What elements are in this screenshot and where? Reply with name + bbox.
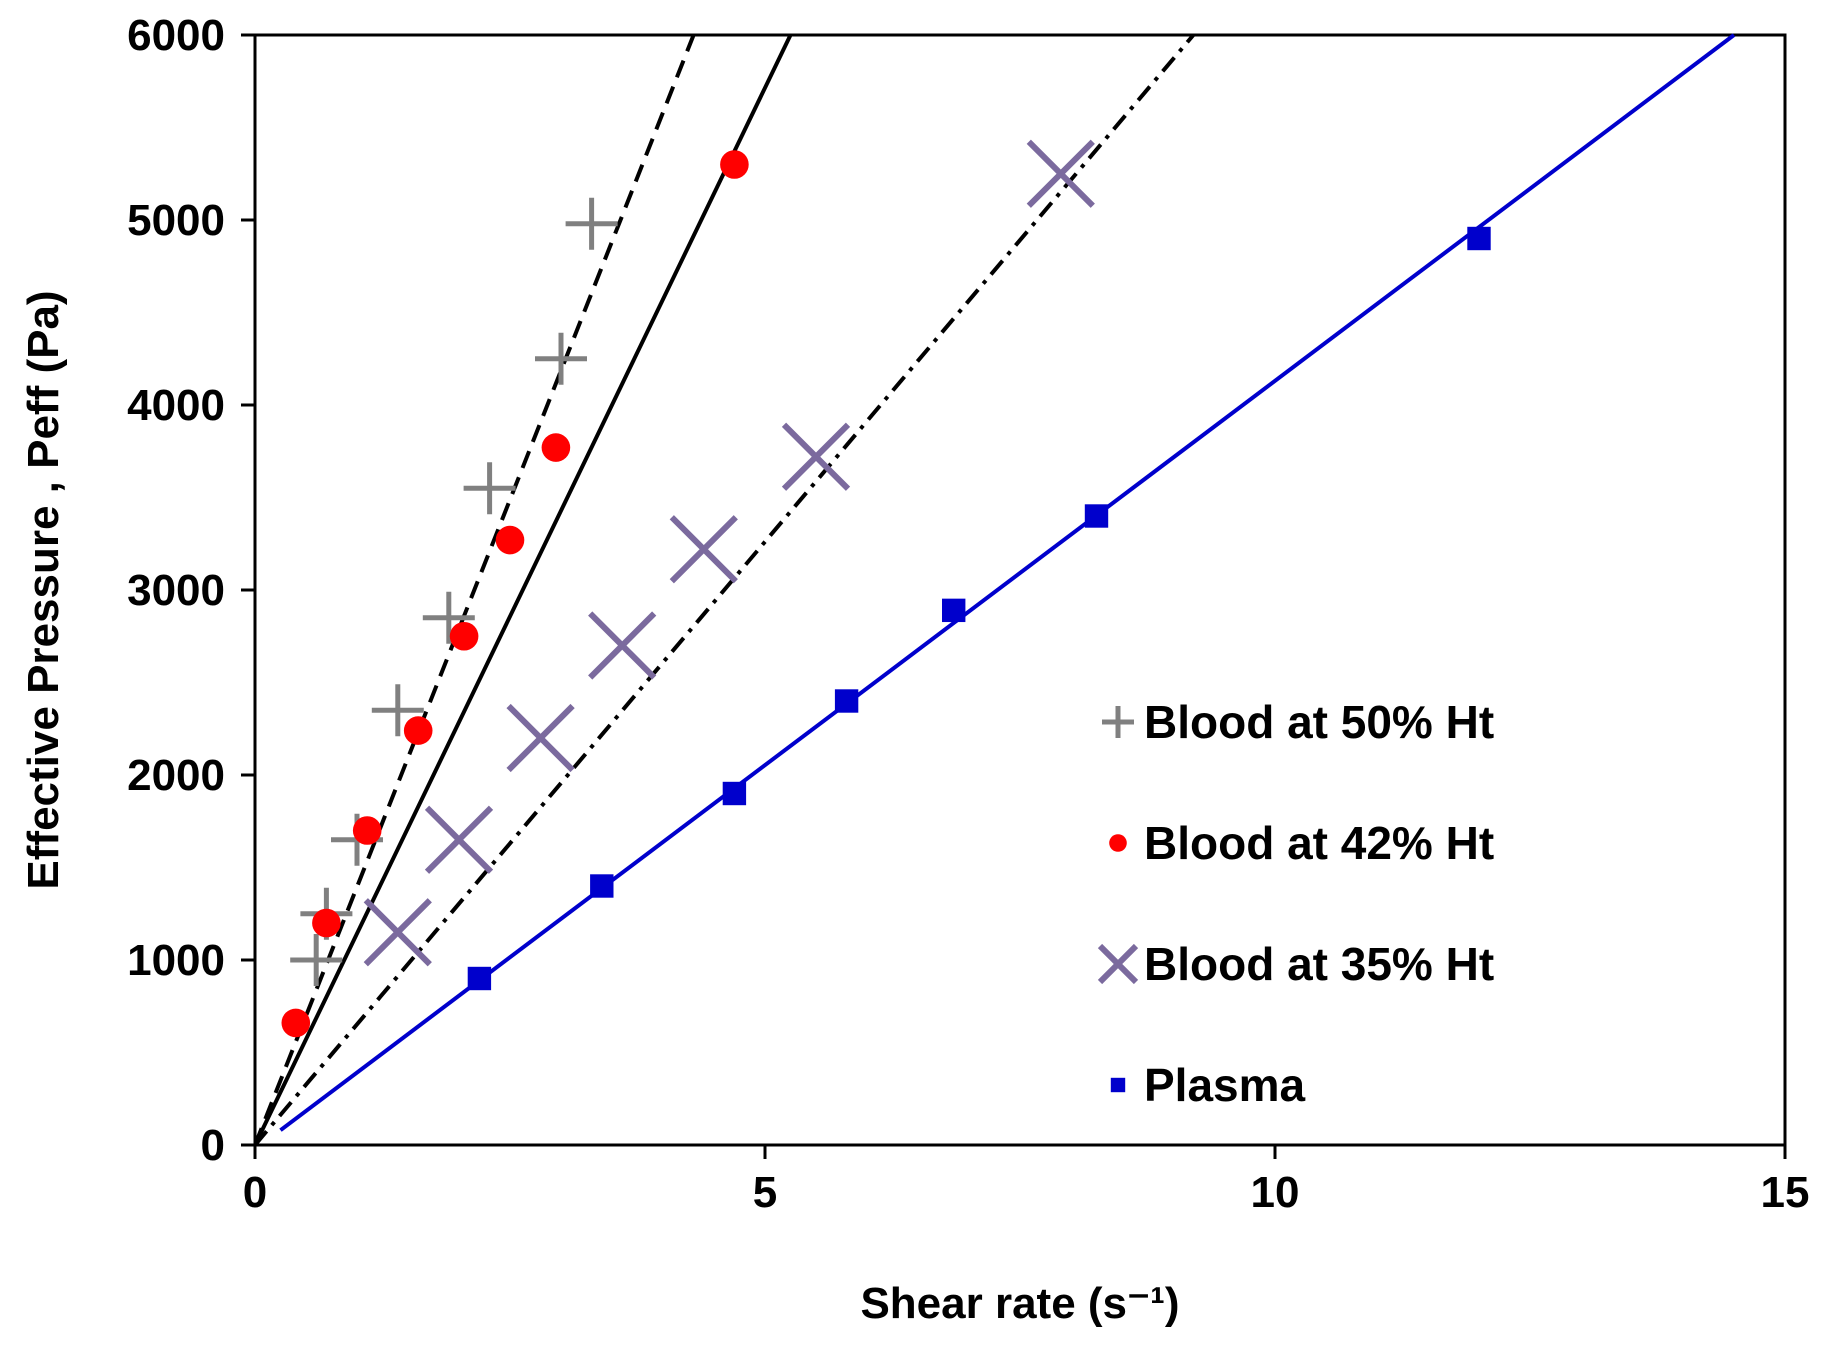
y-tick-label: 0 (201, 1121, 225, 1170)
data-point (781, 422, 851, 491)
circle-marker (449, 621, 479, 651)
legend-label: Plasma (1144, 1059, 1306, 1111)
data-point (467, 966, 492, 991)
x-marker-b (588, 611, 657, 680)
data-point (312, 908, 341, 938)
circle-marker (495, 525, 525, 555)
y-tick-label: 5000 (127, 196, 225, 245)
legend-item: Blood at 35% Ht (1097, 938, 1494, 990)
data-point (834, 689, 859, 713)
square-marker (942, 598, 966, 623)
square-marker (1084, 504, 1109, 528)
data-point (495, 525, 525, 555)
x-marker-b (1097, 943, 1139, 985)
data-point (565, 197, 618, 250)
circle-marker (312, 908, 341, 938)
legend: Blood at 50% Ht Blood at 42% Ht Blood at 3… (1097, 696, 1494, 1111)
y-axis-title: Effective Pressure , Peff (Pa) (19, 290, 68, 889)
y-tick-label: 3000 (127, 566, 225, 615)
data-point (352, 816, 382, 845)
data-point (449, 621, 479, 651)
square-marker (590, 874, 614, 898)
circle-marker (720, 150, 749, 179)
data-point (1026, 139, 1095, 208)
data-point (535, 332, 587, 385)
data-point (942, 598, 966, 623)
data-point (722, 781, 747, 806)
data-point (588, 611, 657, 680)
plot-area (253, 33, 1787, 1147)
series-circle (281, 150, 749, 1038)
x-marker-b (669, 515, 738, 584)
x-tick-label: 10 (1251, 1168, 1300, 1217)
series-square (467, 226, 1491, 991)
x-marker-b (506, 703, 575, 773)
data-point (1467, 226, 1491, 251)
legend-item: Blood at 42% Ht (1109, 817, 1494, 869)
x-tick-label: 5 (753, 1168, 777, 1217)
y-tick-label: 4000 (127, 381, 225, 430)
legend-label: Blood at 35% Ht (1144, 938, 1494, 990)
data-markers (281, 139, 1491, 1038)
y-tick-label: 6000 (127, 11, 225, 60)
axes: 0 5 10 15 0 1000 2000 3000 4000 5000 6000 (127, 11, 1809, 1217)
x-marker-b (424, 805, 494, 874)
x-marker-b (781, 422, 851, 491)
data-point (424, 805, 494, 874)
square-marker (1467, 226, 1491, 251)
legend-item: Blood at 50% Ht (1102, 696, 1494, 748)
circle-marker (541, 433, 571, 462)
x-marker-b (363, 898, 432, 967)
square-marker (722, 781, 747, 806)
legend-label: Blood at 50% Ht (1144, 696, 1494, 748)
data-point (590, 874, 614, 898)
fit-line (253, 34, 793, 1146)
fit-line (253, 33, 1195, 1147)
x-axis-title: Shear rate (s⁻¹) (860, 1279, 1179, 1328)
circle-marker (281, 1008, 311, 1038)
circle-marker (403, 716, 433, 745)
series-x (363, 139, 1095, 967)
data-point (281, 1008, 311, 1038)
y-tick-label: 2000 (127, 751, 225, 800)
x-tick-label: 15 (1761, 1168, 1810, 1217)
square-marker (467, 966, 492, 991)
data-point (541, 433, 571, 462)
data-point (720, 150, 749, 179)
circle-marker (352, 816, 382, 845)
circle-marker (1109, 834, 1127, 852)
data-point (1084, 504, 1109, 528)
x-tick-label: 0 (243, 1168, 267, 1217)
data-point (506, 703, 575, 773)
square-marker (1110, 1077, 1126, 1093)
y-tick-label: 1000 (127, 936, 225, 985)
legend-label: Blood at 42% Ht (1144, 817, 1494, 869)
data-point (669, 515, 738, 584)
legend-item: Plasma (1110, 1059, 1306, 1111)
data-point (422, 591, 475, 644)
data-point (371, 684, 424, 737)
data-point (290, 934, 343, 986)
data-point (463, 462, 516, 515)
data-point (403, 716, 433, 745)
fit-line (279, 33, 1736, 1132)
data-point (363, 898, 432, 967)
x-marker-b (1026, 139, 1095, 208)
square-marker (834, 689, 859, 713)
